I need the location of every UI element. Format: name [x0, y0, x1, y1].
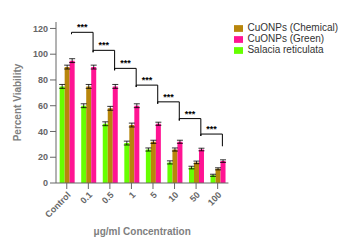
svg-text:0.5: 0.5: [100, 190, 116, 206]
svg-text:80: 80: [38, 75, 48, 85]
svg-text:μg/ml Concentration: μg/ml Concentration: [94, 226, 191, 237]
svg-text:100: 100: [206, 190, 224, 208]
svg-text:***: ***: [163, 92, 174, 102]
svg-text:60: 60: [38, 101, 48, 111]
svg-text:Control: Control: [43, 190, 73, 220]
svg-text:***: ***: [206, 124, 217, 134]
svg-text:***: ***: [99, 40, 110, 50]
html-text:CuONPs (Green): CuONPs (Green): [247, 33, 325, 44]
svg-text:50: 50: [188, 190, 202, 204]
svg-text:100: 100: [33, 49, 48, 59]
svg-text:***: ***: [142, 75, 153, 85]
svg-text:5: 5: [148, 190, 159, 201]
svg-text:0: 0: [43, 178, 48, 188]
html-text:CuONPs (Chemical): CuONPs (Chemical): [247, 22, 338, 33]
svg-text:10: 10: [166, 190, 180, 204]
svg-text:120: 120: [33, 24, 48, 34]
svg-text:20: 20: [38, 152, 48, 162]
svg-text:***: ***: [120, 58, 131, 68]
svg-text:0.1: 0.1: [78, 190, 94, 206]
svg-text:40: 40: [38, 127, 48, 137]
html-text:Salacia reticulata: Salacia reticulata: [247, 44, 324, 55]
svg-text:***: ***: [77, 22, 88, 32]
svg-text:Percent Viability: Percent Viability: [12, 63, 23, 141]
svg-text:***: ***: [185, 109, 196, 119]
svg-text:1: 1: [127, 190, 138, 201]
